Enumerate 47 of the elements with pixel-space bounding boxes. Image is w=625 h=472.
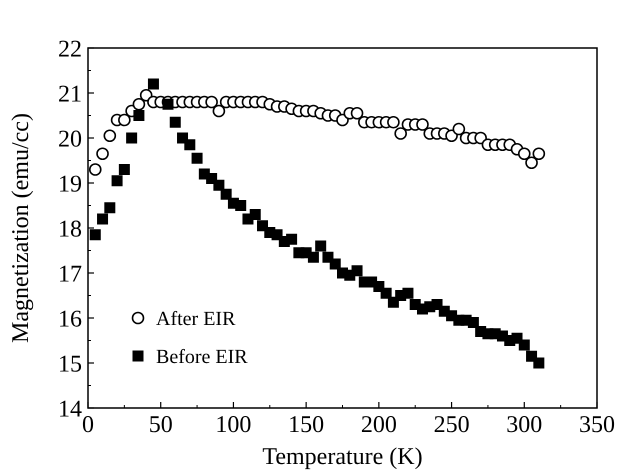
- point: [97, 214, 108, 224]
- point: [352, 265, 363, 276]
- y-tick-label: 14: [58, 396, 82, 422]
- point: [133, 110, 144, 121]
- point: [104, 202, 116, 214]
- x-axis-title: Temperature (K): [262, 444, 423, 470]
- point: [308, 252, 319, 263]
- point: [468, 317, 479, 328]
- x-tick-label: 100: [215, 412, 252, 438]
- point: [162, 98, 174, 110]
- point: [192, 152, 203, 164]
- x-tick-label: 0: [82, 412, 94, 438]
- x-tick-label: 150: [288, 412, 324, 438]
- legend-label: After EIR: [156, 308, 236, 330]
- x-tick-label: 50: [148, 412, 173, 438]
- legend-label: Before EIR: [156, 346, 248, 368]
- point: [286, 234, 298, 245]
- point: [250, 209, 261, 220]
- y-tick-label: 17: [58, 261, 82, 288]
- x-tick-label: 350: [579, 412, 615, 438]
- point: [220, 188, 232, 200]
- point: [402, 288, 414, 299]
- x-tick-label: 300: [506, 412, 542, 438]
- y-axis-title: Magnetization (emu/cc): [8, 113, 34, 343]
- x-tick-label: 250: [434, 412, 470, 438]
- x-tick-label: 200: [360, 412, 397, 438]
- y-tick-label: 22: [58, 36, 82, 62]
- point: [213, 180, 224, 191]
- y-tick-label: 21: [58, 81, 82, 108]
- y-tick-label: 19: [58, 171, 82, 198]
- point: [112, 175, 123, 186]
- point: [126, 132, 138, 144]
- point: [235, 200, 246, 211]
- y-tick-label: 16: [58, 306, 82, 332]
- point: [330, 258, 341, 270]
- y-tick-label: 20: [58, 126, 82, 152]
- point: [170, 116, 181, 128]
- point: [148, 78, 159, 90]
- y-tick-label: 18: [58, 216, 82, 242]
- point: [533, 358, 544, 368]
- point: [518, 340, 530, 350]
- point: [380, 288, 392, 299]
- y-tick-label: 15: [58, 351, 82, 378]
- point: [90, 229, 101, 240]
- point: [118, 164, 130, 175]
- point: [184, 139, 196, 150]
- point: [315, 240, 326, 252]
